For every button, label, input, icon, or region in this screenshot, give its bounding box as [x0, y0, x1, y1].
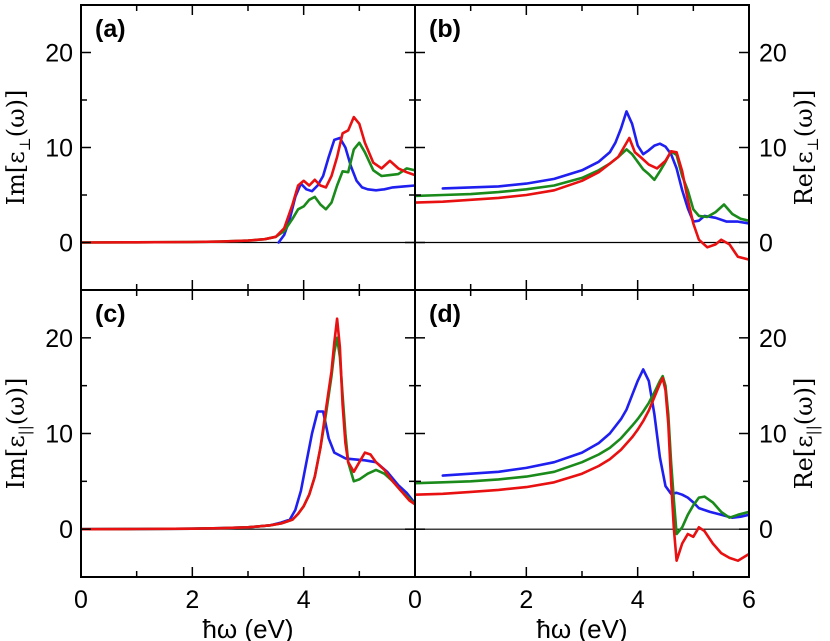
x-axis-title: ħω (eV)	[202, 614, 293, 641]
y-title-main: Re[ε	[790, 151, 818, 205]
y-title-tail: (ω)]	[2, 90, 30, 138]
series-line-red	[415, 376, 749, 562]
series-line-green	[81, 336, 415, 531]
y-tick-label: 0	[59, 516, 73, 544]
panel-label: (d)	[429, 300, 461, 328]
x-axis-title: ħω (eV)	[536, 614, 627, 641]
panel-label: (c)	[95, 300, 126, 328]
y-tick-label: 0	[59, 230, 73, 258]
panel-frame	[80, 289, 416, 578]
series-group	[81, 317, 415, 531]
y-tick-label: 10	[45, 421, 73, 449]
y-title-sub: ⊥	[804, 137, 822, 151]
y-title-main: Re[ε	[790, 435, 818, 489]
x-tick-label: 4	[631, 586, 645, 614]
y-title-main: Im[ε	[2, 151, 30, 205]
series-line-blue	[277, 136, 415, 244]
y-axis-title: Im[ε⊥(ω)]	[2, 90, 34, 206]
series-line-blue	[81, 410, 415, 531]
x-tick-label: 4	[297, 586, 311, 614]
y-axis-title: Im[ε||(ω)]	[2, 378, 34, 490]
y-title-sub: ||	[804, 425, 822, 435]
y-title-tail: (ω)]	[790, 378, 818, 426]
y-title-tail: (ω)]	[790, 90, 818, 138]
y-tick-label: 20	[45, 325, 73, 353]
panel-frame	[414, 289, 750, 578]
panel-b: 0 10 20 (b) Re[ε⊥(ω)]	[414, 4, 822, 291]
y-tick-label: 20	[45, 40, 73, 68]
panel-d: 0 10 20 0 2 4 6 ħω (eV) (d) Re[ε||(ω)]	[408, 289, 822, 641]
panel-a: 0 10 20 (a) Im[ε⊥(ω)]	[2, 4, 416, 291]
y-title-main: Im[ε	[2, 435, 30, 489]
y-axis-title: Re[ε⊥(ω)]	[790, 90, 822, 206]
series-line-red	[81, 115, 415, 244]
series-line-blue	[441, 110, 749, 225]
series-line-green	[415, 374, 749, 536]
y-tick-label: 20	[759, 40, 787, 68]
series-line-red	[415, 136, 749, 261]
panel-label: (a)	[95, 15, 126, 43]
panel-label: (b)	[429, 15, 461, 43]
y-title-sub: ||	[16, 425, 34, 435]
x-tick-label: 0	[408, 586, 422, 614]
series-line-blue	[441, 368, 749, 519]
y-title-sub: ⊥	[16, 137, 34, 151]
y-tick-label: 10	[759, 135, 787, 163]
x-tick-label: 2	[519, 586, 533, 614]
series-line-red	[81, 317, 415, 531]
y-tick-label: 0	[759, 230, 773, 258]
panel-c: 0 10 20 0 2 4ħω (eV) (c) Im[ε||(ω)]	[2, 289, 416, 641]
series-group	[415, 110, 749, 261]
y-title-tail: (ω)]	[2, 378, 30, 426]
y-axis-title: Re[ε||(ω)]	[790, 378, 822, 490]
panel-frame	[80, 4, 416, 291]
y-tick-label: 0	[759, 516, 773, 544]
y-tick-label: 20	[759, 325, 787, 353]
series-line-green	[81, 141, 415, 244]
x-tick-label: 0	[74, 586, 88, 614]
x-tick-label: 2	[185, 586, 199, 614]
series-group	[81, 115, 415, 244]
y-tick-label: 10	[45, 135, 73, 163]
x-tick-label: 6	[742, 586, 756, 614]
series-group	[415, 368, 749, 562]
series-line-green	[415, 148, 749, 222]
y-tick-label: 10	[759, 421, 787, 449]
panel-frame	[414, 4, 750, 291]
